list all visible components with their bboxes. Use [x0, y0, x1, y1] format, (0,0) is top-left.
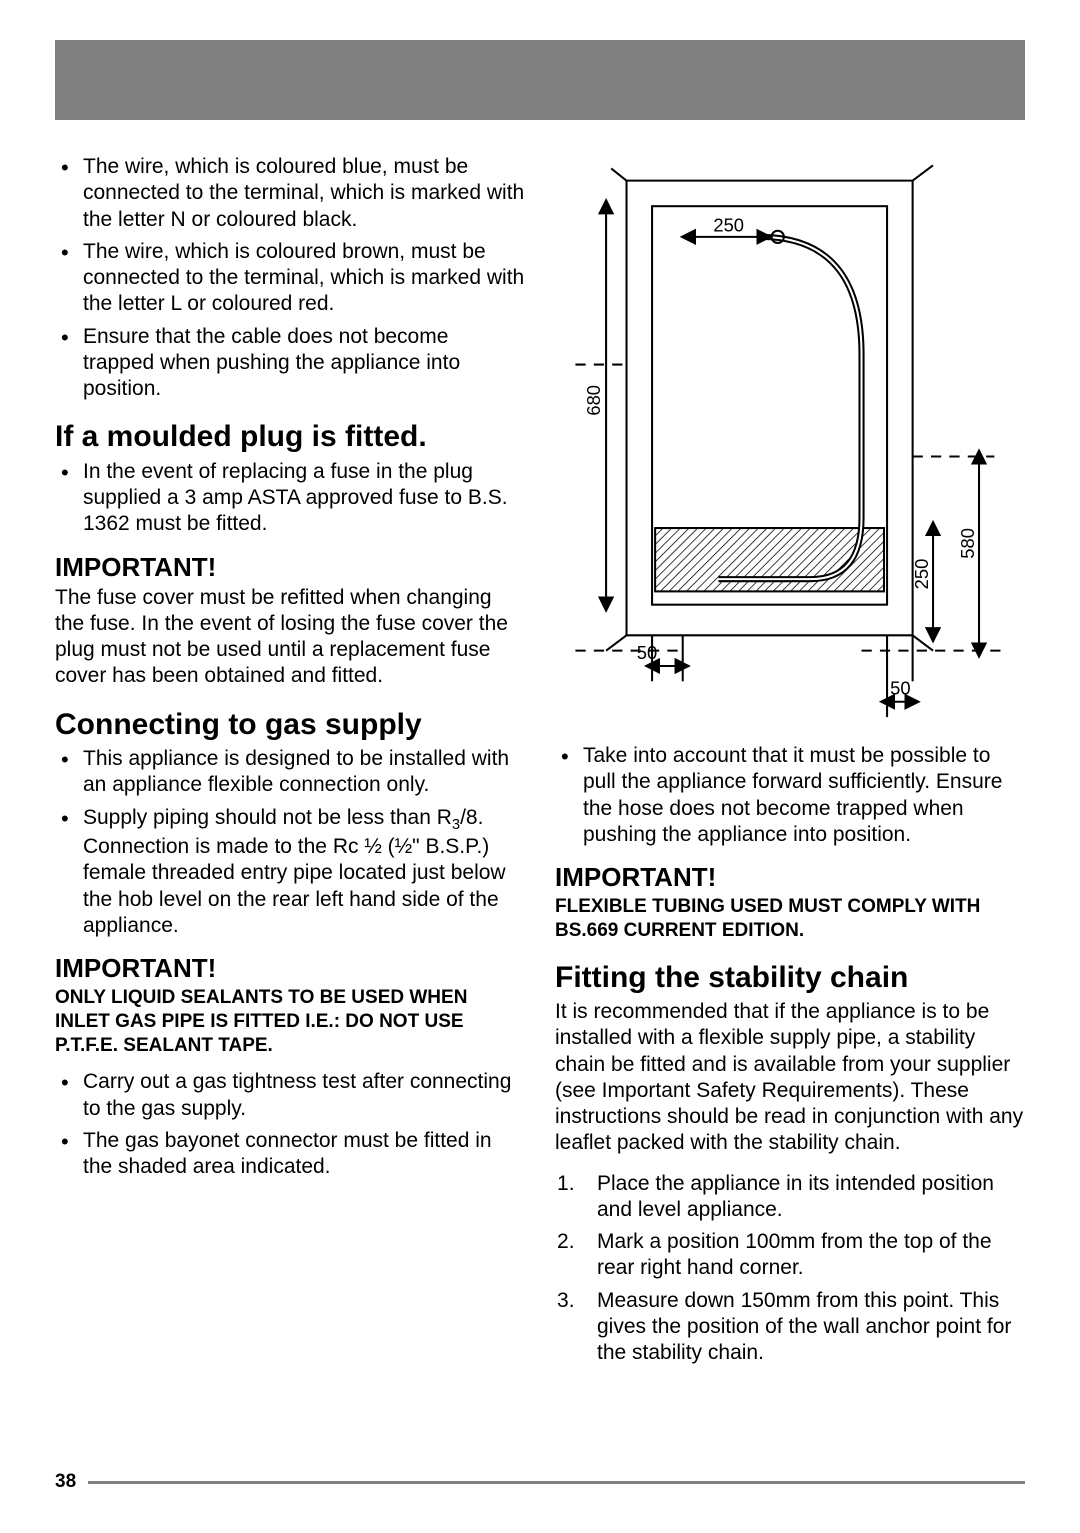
gas-list-2: Carry out a gas tightness test after con… [55, 1069, 525, 1180]
header-bar [55, 40, 1025, 120]
list-item: Supply piping should not be less than R3… [83, 805, 525, 940]
list-item: Mark a position 100mm from the top of th… [597, 1229, 1025, 1282]
dim-label: 250 [911, 559, 932, 590]
list-item: Take into account that it must be possib… [583, 743, 1025, 848]
important-heading: IMPORTANT! [555, 862, 1025, 893]
heading-gas: Connecting to gas supply [55, 708, 525, 743]
heading-chain: Fitting the stability chain [555, 961, 1025, 996]
page: The wire, which is coloured blue, must b… [0, 0, 1080, 1416]
chain-text: It is recommended that if the appliance … [555, 999, 1025, 1157]
dim-label: 680 [583, 385, 604, 416]
important-text: ONLY LIQUID SEALANTS TO BE USED WHEN INL… [55, 986, 525, 1057]
list-item: Place the appliance in its intended posi… [597, 1171, 1025, 1224]
heading-plug: If a moulded plug is fitted. [55, 420, 525, 455]
list-item: In the event of replacing a fuse in the … [83, 459, 525, 538]
important-heading: IMPORTANT! [55, 552, 525, 583]
page-footer: 38 [55, 1471, 1025, 1493]
important-text: FLEXIBLE TUBING USED MUST COMPLY WITH BS… [555, 895, 1025, 943]
list-item: The gas bayonet connector must be fitted… [83, 1128, 525, 1181]
list-item: The wire, which is coloured brown, must … [83, 239, 525, 318]
dim-label: 50 [890, 678, 910, 699]
content-columns: The wire, which is coloured blue, must b… [55, 150, 1025, 1376]
list-item: Measure down 150mm from this point. This… [597, 1288, 1025, 1367]
important-text: The fuse cover must be refitted when cha… [55, 585, 525, 690]
plug-list: In the event of replacing a fuse in the … [55, 459, 525, 538]
dim-label: 50 [637, 642, 657, 663]
chain-steps: Place the appliance in its intended posi… [555, 1171, 1025, 1367]
appliance-diagram: 250 680 50 580 250 50 [555, 150, 1025, 722]
gas-list: This appliance is designed to be install… [55, 746, 525, 939]
dim-label: 250 [713, 215, 744, 236]
position-list: Take into account that it must be possib… [555, 743, 1025, 848]
list-item: Carry out a gas tightness test after con… [83, 1069, 525, 1122]
right-column: 250 680 50 580 250 50 Take into account … [555, 150, 1025, 1376]
list-item: Ensure that the cable does not become tr… [83, 324, 525, 403]
footer-rule [88, 1481, 1025, 1484]
wiring-list: The wire, which is coloured blue, must b… [55, 154, 525, 402]
left-column: The wire, which is coloured blue, must b… [55, 150, 525, 1376]
important-heading: IMPORTANT! [55, 953, 525, 984]
list-item: This appliance is designed to be install… [83, 746, 525, 799]
list-item: The wire, which is coloured blue, must b… [83, 154, 525, 233]
page-number: 38 [55, 1471, 76, 1493]
dim-label: 580 [957, 528, 978, 559]
